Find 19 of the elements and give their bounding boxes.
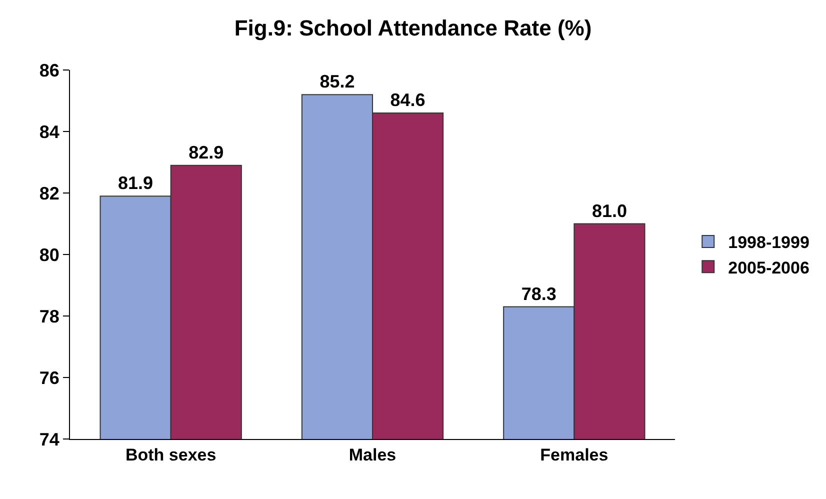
y-tick-label: 80 <box>39 244 60 265</box>
legend-label: 2005-2006 <box>728 258 810 278</box>
legend-label: 1998-1999 <box>728 233 810 252</box>
y-tick-label: 86 <box>39 60 60 80</box>
data-label: 78.3 <box>521 284 556 304</box>
y-tick-label: 78 <box>39 306 60 326</box>
data-label: 81.9 <box>118 173 154 194</box>
y-tick-label: 76 <box>39 368 60 388</box>
x-tick-label: Males <box>348 445 396 464</box>
chart-title: Fig.9: School Attendance Rate (%) <box>234 15 592 40</box>
y-tick-label: 84 <box>39 122 60 142</box>
x-tick-label: Both sexes <box>125 445 216 464</box>
data-label: 84.6 <box>390 90 426 110</box>
data-label: 85.2 <box>320 72 355 92</box>
y-tick-label: 82 <box>39 183 60 204</box>
x-tick-label: Females <box>540 445 608 464</box>
data-label: 81.0 <box>592 200 627 221</box>
data-label: 82.9 <box>188 142 224 162</box>
y-tick-label: 74 <box>39 429 60 450</box>
